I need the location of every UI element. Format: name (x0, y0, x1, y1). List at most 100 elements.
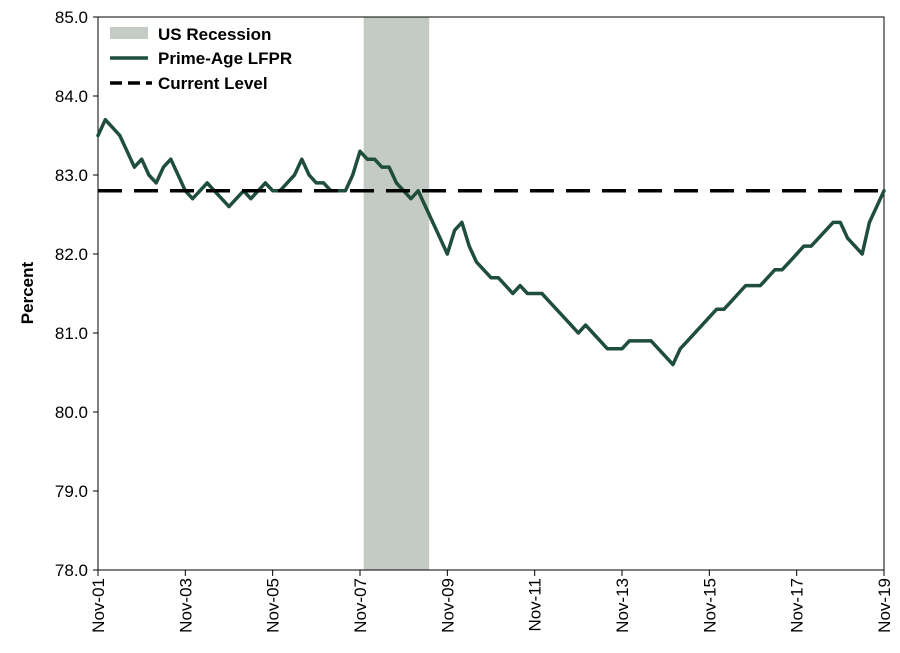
recession-shading (363, 17, 430, 570)
data-point (591, 331, 595, 335)
plot-frame (97, 16, 885, 571)
data-point (569, 323, 573, 327)
data-point (416, 189, 420, 193)
data-point (249, 197, 253, 201)
x-tick-label: Nov-09 (438, 578, 457, 633)
x-tick-label: Nov-19 (875, 578, 894, 633)
data-point (518, 284, 522, 288)
data-point (678, 347, 682, 351)
legend-label-recession: US Recession (158, 25, 271, 44)
data-point (809, 244, 813, 248)
data-point (562, 315, 566, 319)
data-point (387, 165, 391, 169)
x-tick-label: Nov-15 (700, 578, 719, 633)
x-tick-label: Nov-17 (788, 578, 807, 633)
y-tick-label: 80.0 (55, 403, 88, 422)
y-tick-label: 79.0 (55, 482, 88, 501)
x-tick-label: Nov-03 (176, 578, 195, 633)
data-point (729, 299, 733, 303)
legend-label-lfpr: Prime-Age LFPR (158, 49, 292, 68)
legend: US Recession Prime-Age LFPR Current Leve… (110, 25, 292, 93)
data-point (220, 197, 224, 201)
data-point (234, 197, 238, 201)
data-point (96, 134, 100, 137)
data-point (445, 252, 449, 256)
data-point (300, 157, 304, 161)
data-point (642, 339, 646, 343)
x-tick-label: Nov-01 (89, 578, 108, 633)
y-tick-label: 84.0 (55, 87, 88, 106)
axes (97, 16, 885, 571)
data-point (882, 189, 886, 193)
x-axis-ticks: Nov-01 Nov-03 Nov-05 Nov-07 Nov-09 Nov-11 Nov-… (89, 570, 894, 633)
data-point (838, 220, 842, 224)
data-point (285, 181, 289, 185)
data-point (584, 323, 588, 327)
data-point (198, 189, 202, 193)
data-point (533, 292, 537, 295)
series-line-prime-age-lfpr (96, 117, 886, 367)
data-point (700, 323, 704, 327)
data-point (132, 165, 136, 169)
data-point (817, 236, 820, 240)
x-tick-label: Nov-13 (613, 578, 632, 633)
data-point (205, 181, 209, 185)
data-point (307, 173, 311, 177)
data-point (154, 181, 158, 185)
y-tick-label: 85.0 (55, 8, 88, 27)
data-point (635, 339, 639, 343)
data-point (162, 165, 165, 169)
data-point (322, 181, 326, 185)
data-point (693, 331, 697, 335)
data-point (824, 228, 828, 232)
data-point (853, 244, 857, 248)
data-point (191, 197, 195, 201)
data-point (613, 347, 617, 351)
data-point (489, 276, 493, 280)
x-tick-label: Nov-11 (526, 578, 545, 632)
data-point (263, 181, 267, 185)
data-point (605, 347, 609, 351)
data-point (547, 299, 551, 303)
data-point (467, 244, 471, 248)
data-point (649, 339, 653, 343)
data-point (787, 260, 791, 264)
data-point (343, 189, 347, 193)
data-point (766, 276, 770, 280)
data-point (293, 173, 296, 177)
x-tick-label: Nov-07 (351, 578, 370, 633)
data-point (140, 157, 144, 161)
data-point (460, 220, 464, 224)
data-point (453, 228, 457, 232)
data-point (555, 307, 558, 311)
data-point (751, 284, 755, 288)
data-point (431, 220, 435, 224)
data-point (496, 276, 500, 280)
data-point (380, 165, 384, 169)
data-point (795, 252, 799, 256)
y-axis-ticks: 78.0 79.0 80.0 81.0 82.0 83.0 84.0 85.0 (55, 8, 98, 580)
data-point (482, 268, 486, 272)
data-point (169, 157, 173, 161)
data-point (358, 149, 362, 153)
data-point (758, 284, 762, 288)
series-points (96, 118, 886, 367)
y-tick-label: 82.0 (55, 245, 88, 264)
data-point (103, 118, 107, 122)
data-point (686, 339, 689, 343)
data-point (365, 157, 369, 161)
y-axis-title: Percent (18, 261, 37, 324)
data-point (314, 181, 318, 185)
legend-swatch-recession (110, 27, 148, 39)
data-point (504, 284, 508, 288)
data-point (227, 205, 231, 209)
data-point (744, 284, 748, 288)
data-point (627, 339, 631, 343)
data-point (271, 189, 275, 193)
data-point (409, 197, 413, 201)
data-point (373, 157, 377, 161)
data-point (671, 363, 675, 367)
data-point (860, 252, 864, 256)
